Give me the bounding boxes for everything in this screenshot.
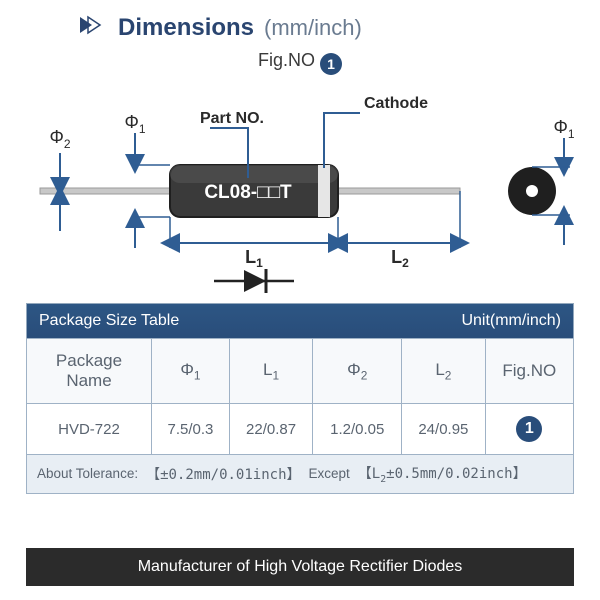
col-phi1: Φ1 bbox=[152, 339, 230, 404]
table-header-bar: Package Size Table Unit(mm/inch) bbox=[26, 303, 574, 338]
cell-L2: 24/0.95 bbox=[402, 404, 485, 455]
dim-L2: L2 bbox=[338, 191, 460, 270]
diagram-svg: CL08-□□T Part NO. Cathode Φ2 bbox=[0, 83, 600, 293]
header-unit: (mm/inch) bbox=[264, 15, 362, 41]
col-package-name: Package Name bbox=[27, 339, 152, 404]
svg-text:L2: L2 bbox=[391, 247, 409, 270]
svg-text:Φ1: Φ1 bbox=[124, 112, 145, 136]
col-figno: Fig.NO bbox=[485, 339, 573, 404]
col-L2: L2 bbox=[402, 339, 485, 404]
header: Dimensions (mm/inch) bbox=[0, 0, 600, 46]
svg-text:L1: L1 bbox=[245, 247, 263, 270]
body-highlight bbox=[170, 165, 338, 183]
table-unit-label: Unit(mm/inch) bbox=[461, 312, 561, 330]
fig-no-row: Fig.NO 1 bbox=[0, 50, 600, 75]
cathode-band bbox=[318, 165, 330, 217]
part-no-label: Part NO. bbox=[200, 110, 264, 127]
cathode-label: Cathode bbox=[364, 95, 428, 112]
cell-L1: 22/0.87 bbox=[229, 404, 312, 455]
note-L2: 【L2±0.5mm/0.02inch】 bbox=[358, 463, 527, 485]
table-title: Package Size Table bbox=[39, 312, 179, 330]
cell-phi1: 7.5/0.3 bbox=[152, 404, 230, 455]
tolerance-note: About Tolerance: 【±0.2mm/0.01inch】 Excep… bbox=[26, 455, 574, 494]
note-prefix: About Tolerance: bbox=[37, 466, 138, 481]
table-header-row: Package Name Φ1 L1 Φ2 L2 Fig.NO bbox=[27, 339, 574, 404]
fig-no-badge-cell: 1 bbox=[516, 416, 542, 442]
diode-symbol-icon bbox=[214, 269, 294, 293]
package-size-table: Package Name Φ1 L1 Φ2 L2 Fig.NO HVD-722 … bbox=[26, 338, 574, 455]
header-title: Dimensions bbox=[118, 14, 254, 42]
col-phi2: Φ2 bbox=[313, 339, 402, 404]
dim-phi1-left: Φ1 bbox=[124, 112, 170, 248]
note-tol: 【±0.2mm/0.01inch】 bbox=[146, 464, 300, 484]
part-number-text: CL08-□□T bbox=[204, 182, 292, 203]
svg-text:Φ2: Φ2 bbox=[49, 127, 70, 151]
dim-phi2: Φ2 bbox=[49, 127, 70, 231]
dimension-diagram: CL08-□□T Part NO. Cathode Φ2 bbox=[0, 83, 600, 293]
package-size-table-wrap: Package Size Table Unit(mm/inch) Package… bbox=[0, 293, 600, 500]
header-arrow-icon bbox=[80, 15, 108, 41]
dim-L1: L1 bbox=[170, 217, 338, 270]
lead-right bbox=[330, 188, 460, 194]
lead-left bbox=[40, 188, 170, 194]
col-L1: L1 bbox=[229, 339, 312, 404]
footer-banner: Manufacturer of High Voltage Rectifier D… bbox=[26, 548, 574, 586]
cell-package-name: HVD-722 bbox=[27, 404, 152, 455]
fig-no-label: Fig.NO bbox=[258, 50, 315, 70]
cell-figno: 1 bbox=[485, 404, 573, 455]
end-view-hole bbox=[526, 185, 538, 197]
fig-no-badge: 1 bbox=[320, 53, 342, 75]
svg-text:Φ1: Φ1 bbox=[553, 117, 574, 141]
cell-phi2: 1.2/0.05 bbox=[313, 404, 402, 455]
note-except: Except bbox=[309, 466, 350, 481]
table-row: HVD-722 7.5/0.3 22/0.87 1.2/0.05 24/0.95… bbox=[27, 404, 574, 455]
